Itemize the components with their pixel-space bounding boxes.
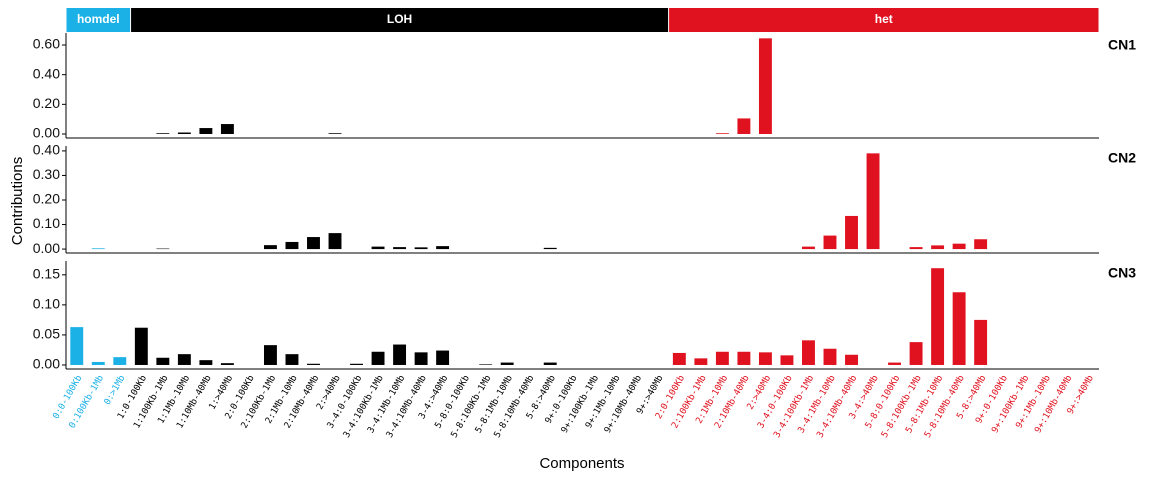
group-strip bbox=[66, 8, 131, 32]
bar bbox=[802, 340, 815, 365]
bar bbox=[134, 327, 148, 365]
bar bbox=[263, 345, 277, 365]
bar bbox=[393, 247, 407, 250]
bar bbox=[414, 352, 428, 365]
bar bbox=[414, 247, 428, 250]
bar bbox=[199, 128, 213, 134]
bar bbox=[758, 38, 772, 134]
bar bbox=[672, 352, 686, 365]
bar bbox=[113, 357, 127, 365]
bar bbox=[371, 351, 385, 365]
bar bbox=[931, 268, 945, 365]
bar bbox=[845, 215, 858, 250]
bar bbox=[845, 354, 858, 365]
bar bbox=[866, 153, 880, 250]
group-strip bbox=[669, 8, 1099, 32]
y-tick-label: 0.30 bbox=[33, 166, 60, 182]
bar bbox=[371, 246, 385, 250]
y-tick-label: 0.20 bbox=[33, 95, 60, 111]
group-label: het bbox=[875, 12, 893, 26]
y-tick-label: 0.20 bbox=[33, 191, 60, 207]
panel-label: CN2 bbox=[1108, 150, 1136, 166]
bar bbox=[780, 355, 794, 365]
bar bbox=[974, 239, 988, 250]
group-label: LOH bbox=[387, 12, 412, 26]
bar bbox=[199, 360, 213, 365]
bar bbox=[479, 364, 493, 365]
bar bbox=[307, 237, 320, 250]
bar bbox=[91, 248, 105, 250]
bar bbox=[220, 124, 234, 134]
panel-label: CN1 bbox=[1108, 37, 1136, 53]
bar bbox=[888, 362, 902, 365]
bar bbox=[823, 235, 837, 250]
y-tick-label: 0.40 bbox=[33, 65, 60, 81]
bar bbox=[328, 233, 342, 250]
group-strip bbox=[131, 8, 669, 32]
y-tick-label: 0.00 bbox=[33, 356, 60, 372]
y-tick-label: 0.10 bbox=[33, 296, 60, 312]
y-tick-label: 0.40 bbox=[33, 142, 60, 158]
bar bbox=[952, 292, 966, 365]
y-tick-label: 0.60 bbox=[33, 36, 60, 52]
bar bbox=[350, 363, 363, 365]
bar bbox=[694, 358, 708, 365]
bar bbox=[543, 362, 557, 365]
bar bbox=[220, 363, 234, 365]
bar bbox=[307, 363, 320, 365]
bar bbox=[393, 344, 407, 365]
bar bbox=[263, 245, 277, 250]
bar bbox=[758, 352, 772, 365]
bar bbox=[70, 327, 84, 365]
panel-label: CN3 bbox=[1108, 265, 1136, 281]
bar bbox=[285, 354, 299, 365]
bar bbox=[974, 319, 988, 365]
bar bbox=[737, 351, 751, 365]
bar bbox=[715, 133, 729, 134]
bar bbox=[328, 133, 342, 134]
bar bbox=[500, 362, 514, 365]
y-tick-label: 0.15 bbox=[33, 266, 60, 282]
x-axis-title: Components bbox=[539, 455, 624, 472]
y-tick-label: 0.10 bbox=[33, 215, 60, 231]
y-axis-title: Contributions bbox=[9, 157, 26, 245]
bar bbox=[909, 342, 923, 365]
bar bbox=[156, 133, 170, 134]
y-tick-label: 0.05 bbox=[33, 326, 60, 342]
bar bbox=[823, 348, 837, 365]
bar bbox=[177, 132, 191, 134]
bar bbox=[802, 246, 815, 250]
group-label: homdel bbox=[77, 12, 120, 26]
bar bbox=[737, 118, 751, 134]
bar bbox=[436, 350, 450, 365]
bar bbox=[285, 241, 299, 250]
bar bbox=[156, 357, 170, 365]
bar bbox=[436, 246, 450, 250]
bar bbox=[177, 354, 191, 365]
bar bbox=[91, 361, 105, 365]
bar bbox=[543, 247, 557, 250]
bar bbox=[909, 247, 923, 250]
bar bbox=[931, 245, 945, 250]
y-tick-label: 0.00 bbox=[33, 125, 60, 141]
bar bbox=[715, 351, 729, 365]
y-tick-label: 0.00 bbox=[33, 240, 60, 256]
bar bbox=[952, 243, 966, 250]
